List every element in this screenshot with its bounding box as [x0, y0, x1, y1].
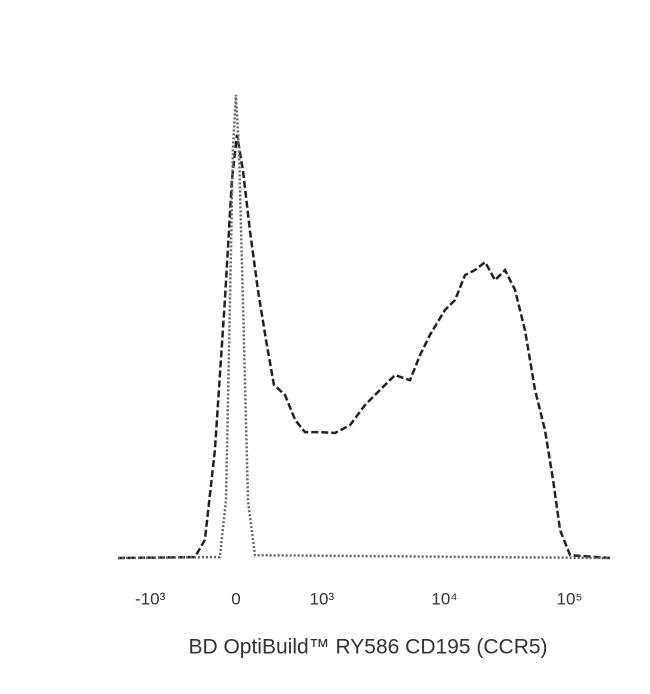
histogram-line [117, 94, 611, 560]
histogram-line [117, 134, 611, 560]
x-tick-label: 10⁴ [431, 589, 457, 608]
x-tick-label: -10³ [135, 589, 166, 608]
x-tick-label: 0 [231, 589, 240, 608]
x-axis-label: BD OptiBuild™ RY586 CD195 (CCR5) [188, 636, 547, 659]
x-tick-label: 10⁵ [557, 589, 583, 608]
x-tick-label: 10³ [309, 589, 334, 608]
